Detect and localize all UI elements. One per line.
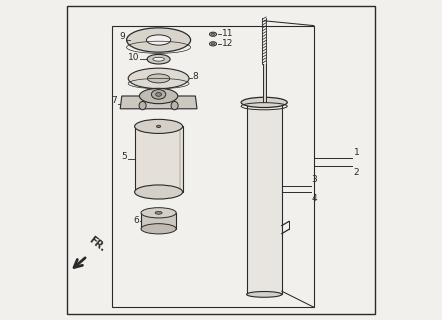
Ellipse shape bbox=[241, 97, 287, 108]
Ellipse shape bbox=[171, 101, 178, 110]
Text: 1: 1 bbox=[354, 148, 359, 157]
Bar bbox=[247, 102, 282, 294]
Ellipse shape bbox=[211, 43, 215, 45]
Ellipse shape bbox=[210, 42, 217, 46]
Polygon shape bbox=[120, 96, 197, 109]
Bar bbox=[112, 26, 314, 307]
Ellipse shape bbox=[139, 88, 178, 104]
Ellipse shape bbox=[141, 224, 176, 234]
Ellipse shape bbox=[247, 292, 282, 297]
Ellipse shape bbox=[147, 54, 170, 64]
Ellipse shape bbox=[152, 90, 166, 99]
Ellipse shape bbox=[146, 35, 171, 45]
Bar bbox=[135, 126, 183, 192]
Ellipse shape bbox=[128, 68, 189, 89]
Ellipse shape bbox=[156, 125, 161, 128]
Text: 8: 8 bbox=[192, 72, 198, 81]
Ellipse shape bbox=[141, 208, 176, 218]
Ellipse shape bbox=[135, 119, 183, 133]
Ellipse shape bbox=[135, 185, 183, 199]
Text: 3: 3 bbox=[311, 175, 317, 184]
Ellipse shape bbox=[156, 92, 161, 96]
Bar bbox=[141, 213, 176, 229]
Ellipse shape bbox=[139, 101, 146, 110]
Text: 4: 4 bbox=[311, 194, 317, 203]
Text: 2: 2 bbox=[354, 168, 359, 177]
Ellipse shape bbox=[211, 33, 215, 35]
Text: FR.: FR. bbox=[87, 235, 107, 253]
Text: 6: 6 bbox=[133, 216, 139, 225]
Ellipse shape bbox=[126, 28, 191, 52]
Ellipse shape bbox=[155, 212, 162, 214]
Ellipse shape bbox=[147, 74, 170, 83]
Bar bbox=[263, 64, 266, 102]
Ellipse shape bbox=[153, 57, 164, 61]
Text: 9: 9 bbox=[119, 32, 125, 41]
Text: 7: 7 bbox=[111, 96, 117, 105]
Ellipse shape bbox=[210, 32, 217, 36]
Text: 11: 11 bbox=[221, 29, 233, 38]
Text: 10: 10 bbox=[128, 53, 139, 62]
Text: 5: 5 bbox=[121, 151, 126, 161]
Text: 12: 12 bbox=[221, 39, 233, 48]
